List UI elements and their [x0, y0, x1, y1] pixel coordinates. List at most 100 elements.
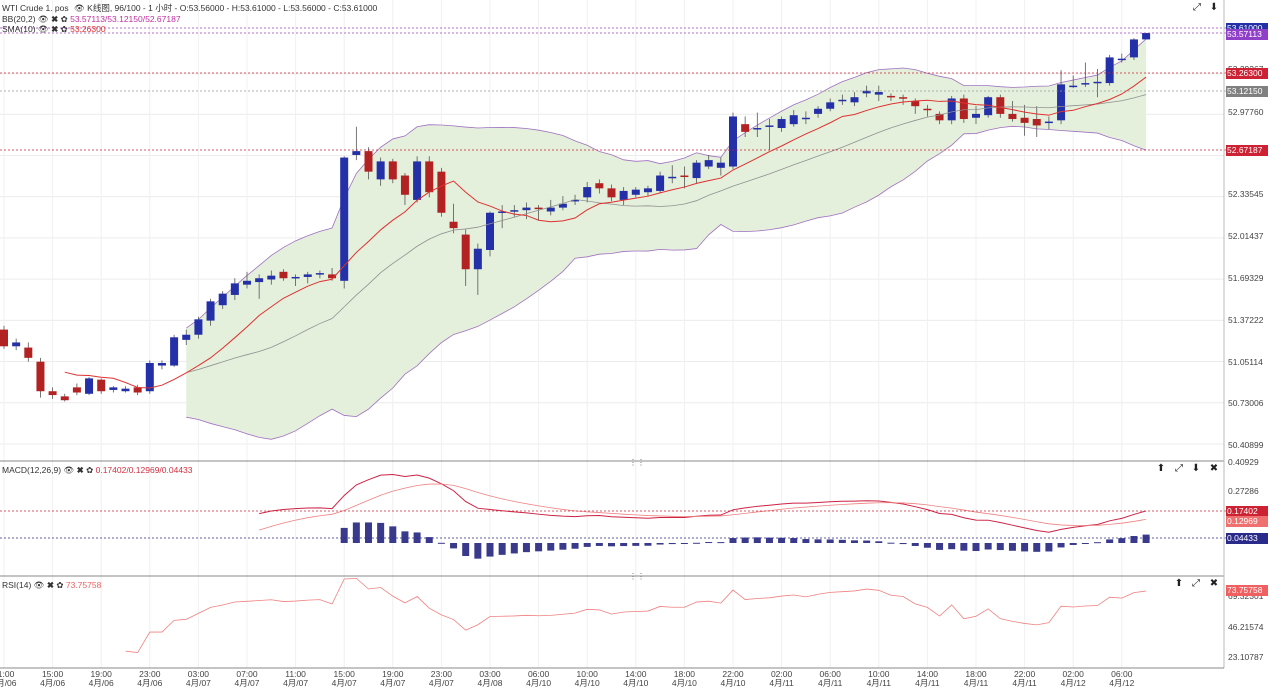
- candle-body: [534, 207, 543, 210]
- candle-body: [12, 342, 21, 347]
- y-tick-label: 23.10787: [1228, 652, 1264, 662]
- x-tick-label: 06:00 4月/10: [519, 670, 559, 688]
- x-tick-date: 4月/08: [477, 678, 503, 688]
- candle-body: [1057, 84, 1066, 121]
- macd-histogram-bar: [778, 537, 786, 543]
- arrow-up-icon[interactable]: ⬆: [1156, 463, 1166, 474]
- close-icon[interactable]: ✖: [51, 14, 59, 24]
- rsi-line: [125, 577, 1147, 653]
- x-tick-date: 4月/12: [1109, 678, 1135, 688]
- x-tick-time: 22:00: [722, 669, 744, 679]
- gear-icon[interactable]: ✿: [56, 580, 64, 590]
- macd-histogram-bar: [923, 543, 931, 548]
- x-tick-date: 4月/10: [720, 678, 746, 688]
- macd-line: [259, 473, 1147, 533]
- maximize-icon[interactable]: ⤢: [1192, 578, 1200, 589]
- close-icon[interactable]: ✖: [76, 465, 84, 475]
- x-tick-time: 14:00: [625, 669, 647, 679]
- candle-body: [0, 329, 8, 347]
- candle-body: [437, 171, 446, 213]
- macd-histogram-bar: [972, 543, 980, 551]
- candle-body: [862, 90, 871, 94]
- x-tick-label: 23:00 4月/06: [130, 670, 170, 688]
- macd-histogram-bar: [1106, 539, 1114, 543]
- x-tick-label: 15:00 4月/07: [324, 670, 364, 688]
- macd-histogram-bar: [948, 543, 956, 550]
- x-tick-label: 02:00 4月/11: [762, 670, 802, 688]
- close-icon[interactable]: ✖: [46, 580, 54, 590]
- candle-body: [1093, 81, 1102, 84]
- candle-body: [522, 207, 531, 211]
- eye-icon[interactable]: 👁: [37, 24, 49, 34]
- candle-body: [789, 115, 798, 125]
- maximize-icon[interactable]: ⤢: [1175, 463, 1183, 474]
- macd-histogram-bar: [474, 543, 482, 559]
- eye-icon[interactable]: 👁: [73, 3, 85, 13]
- macd-histogram-bar: [680, 543, 688, 544]
- x-tick-date: 4月/11: [915, 678, 940, 688]
- macd-histogram-bar: [486, 543, 494, 557]
- candle-body: [729, 116, 737, 167]
- candle-body: [133, 387, 142, 393]
- candle-body: [935, 113, 944, 121]
- close-icon[interactable]: ✖: [1209, 578, 1219, 589]
- arrow-up-icon[interactable]: ⬆: [1174, 578, 1184, 589]
- candle-body: [765, 125, 774, 127]
- candle-body: [741, 124, 750, 132]
- candle-body: [643, 188, 652, 193]
- candle-body: [984, 97, 993, 116]
- eye-icon[interactable]: 👁: [63, 465, 75, 475]
- x-tick-time: 06:00: [819, 669, 841, 679]
- rsi-label: RSI(14): [2, 580, 32, 590]
- x-tick-label: 11:00 4月/07: [276, 670, 316, 688]
- macd-histogram-bar: [352, 522, 360, 543]
- y-tick-label: 52.97760: [1228, 107, 1264, 117]
- candle-body: [826, 102, 835, 109]
- candle-body: [1117, 58, 1126, 61]
- close-icon[interactable]: ✖: [1209, 463, 1219, 474]
- candle-body: [923, 108, 932, 111]
- macd-histogram-bar: [620, 543, 628, 547]
- maximize-icon[interactable]: ⤢: [1193, 2, 1201, 13]
- eye-icon[interactable]: 👁: [37, 14, 49, 24]
- arrow-down-icon[interactable]: ⬇: [1191, 463, 1201, 474]
- candle-body: [546, 207, 555, 212]
- macd-histogram-bar: [1033, 543, 1041, 552]
- arrow-down-icon[interactable]: ⬇: [1209, 2, 1219, 13]
- close-icon[interactable]: ✖: [51, 24, 59, 34]
- pane-resize-handle[interactable]: ⋮⋮: [629, 572, 645, 581]
- x-tick-date: 4月/06: [137, 678, 163, 688]
- x-tick-date: 4月/06: [88, 678, 114, 688]
- x-tick-date: 4月/07: [185, 678, 211, 688]
- candle-body: [243, 280, 251, 285]
- x-tick-time: 10:00: [576, 669, 598, 679]
- gear-icon[interactable]: ✿: [60, 24, 68, 34]
- macd-histogram-bar: [365, 522, 372, 543]
- macd-histogram-bar: [450, 543, 458, 549]
- gear-icon[interactable]: ✿: [60, 14, 68, 24]
- x-tick-label: 07:00 4月/07: [227, 670, 267, 688]
- x-tick-label: 06:00 4月/11: [810, 670, 850, 688]
- candle-body: [558, 203, 567, 208]
- x-tick-time: 19:00: [90, 669, 112, 679]
- macd-histogram-bar: [741, 537, 749, 543]
- candle-body: [388, 161, 397, 180]
- gear-icon[interactable]: ✿: [86, 465, 94, 475]
- sma-badge: 53.26300: [1226, 68, 1268, 79]
- eye-icon[interactable]: 👁: [33, 580, 45, 590]
- candle-body: [425, 161, 434, 193]
- candle-body: [595, 183, 604, 189]
- x-tick-date: 4月/12: [1060, 678, 1086, 688]
- last-price-badge: 53.61000: [1226, 23, 1268, 34]
- candle-body: [498, 211, 507, 213]
- x-tick-date: 4月/11: [1012, 678, 1037, 688]
- x-tick-label: 14:00 4月/10: [616, 670, 656, 688]
- pane-resize-handle[interactable]: ⋮⋮: [629, 458, 645, 467]
- macd-histogram-bar: [1069, 543, 1077, 545]
- macd-histogram-bar: [340, 527, 348, 543]
- x-tick-label: 18:00 4月/11: [956, 670, 996, 688]
- x-tick-date: 4月/07: [283, 678, 309, 688]
- x-tick-label: 19:00 4月/06: [81, 670, 121, 688]
